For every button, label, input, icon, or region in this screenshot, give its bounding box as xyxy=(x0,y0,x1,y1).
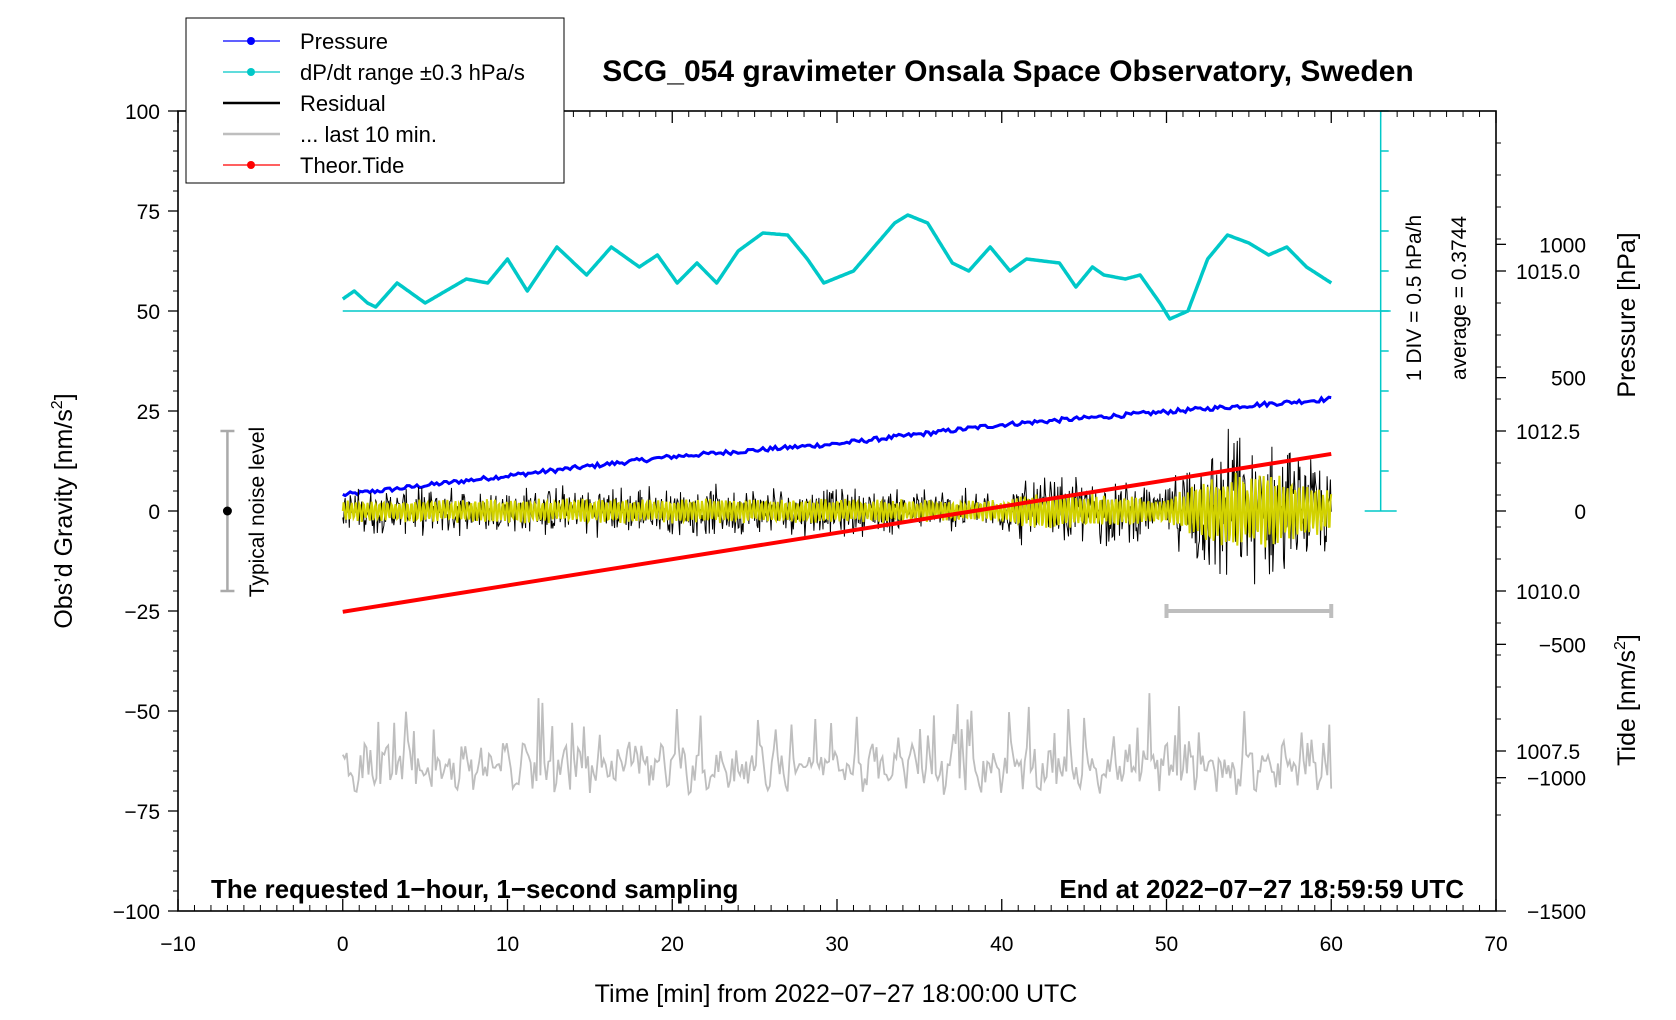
x-tick-label-5: 40 xyxy=(990,933,1013,956)
y-tick-label-2: 50 xyxy=(137,301,160,324)
footer-right-label: End at 2022−07−27 18:59:59 UTC xyxy=(1059,874,1464,904)
y-axis-label-tide-sup: 2 xyxy=(1612,641,1629,650)
x-tick-label-8: 70 xyxy=(1484,933,1507,956)
plot-frame xyxy=(177,110,1497,912)
y-tick-label-4: 0 xyxy=(148,501,160,524)
y-axis-label-left-end: ] xyxy=(50,393,78,400)
average-label: average = 0.3744 xyxy=(1448,216,1471,380)
noise-level-label: Typical noise level xyxy=(246,427,269,597)
axes-ticks: −10 0 10 20 30 40 50 60 701007550250−25−50−75−10… xyxy=(113,101,1586,956)
legend-label-0: Pressure xyxy=(300,29,388,54)
legend-label-1: dP/dt range ±0.3 hPa/s xyxy=(300,60,525,85)
y-tick-label-8: −100 xyxy=(113,901,160,924)
x-tick-label-3: 20 xyxy=(661,933,684,956)
tide-tick-label-5: −1500 xyxy=(1527,901,1586,924)
pressure-tick-label-3: 1007.5 xyxy=(1516,741,1580,764)
last10-line xyxy=(341,693,1333,797)
x-tick-label-1: 0 xyxy=(337,933,349,956)
series-layer xyxy=(220,110,1397,797)
pressure-tick-label-1: 1012.5 xyxy=(1516,421,1580,444)
y-tick-label-1: 75 xyxy=(137,201,160,224)
legend-label-2: Residual xyxy=(300,91,386,116)
x-axis-label: Time [min] from 2022−07−27 18:00:00 UTC xyxy=(595,980,1078,1008)
x-tick-label-6: 50 xyxy=(1155,933,1178,956)
legend-marker-1 xyxy=(247,68,255,76)
y-tick-label-6: −50 xyxy=(124,701,160,724)
residual-filtered-line xyxy=(341,472,1333,548)
y-tick-label-5: −25 xyxy=(124,601,160,624)
legend-label-4: Theor.Tide xyxy=(300,153,404,178)
legend: Pressure dP/dt range ±0.3 hPa/s Residual..… xyxy=(185,17,565,184)
y-axis-label-tide-end: ] xyxy=(1613,634,1641,641)
scale-division-label: 1 DIV = 0.5 hPa/h xyxy=(1403,215,1426,381)
x-tick-label-2: 10 xyxy=(496,933,519,956)
y-axis-label-tide-text: Tide [nm/s xyxy=(1613,650,1641,766)
noise-bar-center xyxy=(222,506,232,516)
x-tick-label-4: 30 xyxy=(825,933,848,956)
tide-tick-label-4: −1000 xyxy=(1527,768,1586,791)
pressure-tick-label-0: 1015.0 xyxy=(1516,261,1580,284)
tide-tick-label-0: 1000 xyxy=(1539,234,1586,257)
y-axis-label-left-text: Obs’d Gravity [nm/s xyxy=(50,409,78,629)
footer-left-label: The requested 1−hour, 1−second sampling xyxy=(211,874,738,904)
tide-tick-label-3: −500 xyxy=(1539,634,1586,657)
legend-box xyxy=(185,17,565,184)
y-tick-label-3: 25 xyxy=(137,401,160,424)
legend-marker-4 xyxy=(247,161,255,169)
y-axis-label-tide: Tide [nm/s2] xyxy=(1612,634,1641,766)
tide-tick-label-1: 500 xyxy=(1551,368,1586,391)
pressure-line xyxy=(342,395,1332,498)
y-tick-label-0: 100 xyxy=(125,101,160,124)
pressure-tick-label-2: 1010.0 xyxy=(1516,581,1580,604)
tide-tick-label-2: 0 xyxy=(1574,501,1586,524)
tide-line xyxy=(342,451,1332,614)
y-axis-label-left: Obs’d Gravity [nm/s2] xyxy=(49,393,78,628)
y-tick-label-7: −75 xyxy=(124,801,160,824)
legend-label-3: ... last 10 min. xyxy=(300,122,437,147)
x-tick-label-7: 60 xyxy=(1320,933,1343,956)
legend-marker-0 xyxy=(247,37,255,45)
y-axis-label-left-sup: 2 xyxy=(49,400,66,409)
x-tick-label-0: −10 xyxy=(160,933,196,956)
dpdt-curve xyxy=(341,213,1333,321)
chart-title: SCG_054 gravimeter Onsala Space Observat… xyxy=(602,55,1414,88)
y-axis-label-pressure: Pressure [hPa] xyxy=(1613,232,1641,397)
